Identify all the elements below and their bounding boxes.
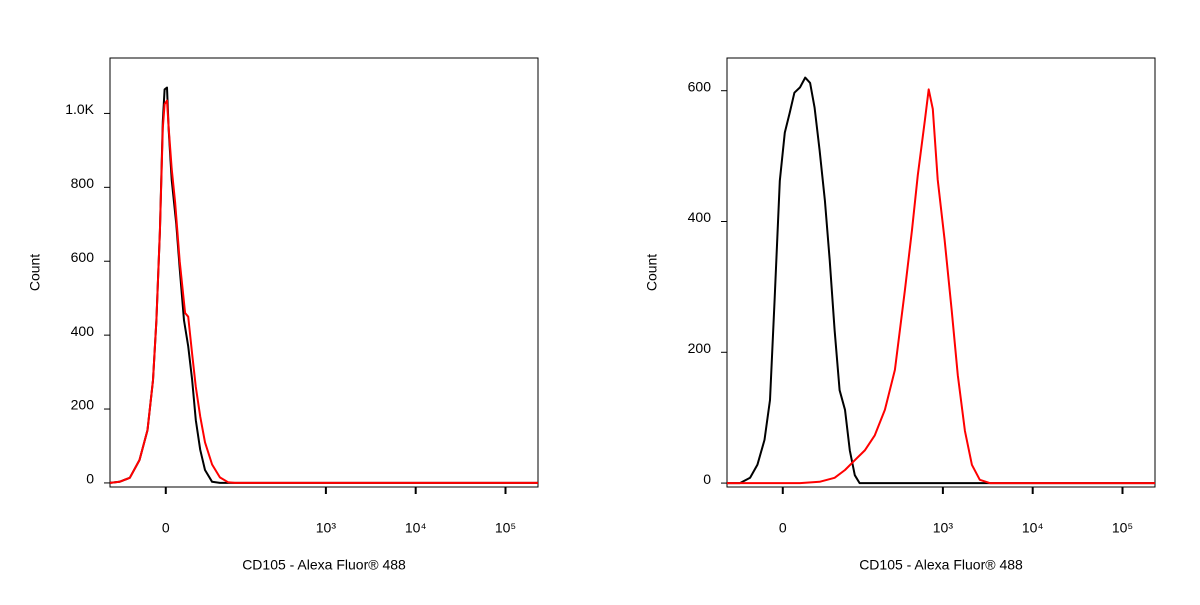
histogram-line xyxy=(109,99,538,484)
y-tick-label: 600 xyxy=(71,249,95,265)
histogram-line xyxy=(727,76,1155,485)
panel: 0 200 400 600 0 10³ 10⁴ 10⁵ Count CD105 - Alexa F… xyxy=(644,57,1156,573)
x-tick-label: 10⁵ xyxy=(1112,520,1133,536)
x-tick-label: 0 xyxy=(779,520,787,536)
y-tick-label: 400 xyxy=(71,323,95,339)
y-tick-label: 600 xyxy=(688,78,712,94)
x-tick-label: 10³ xyxy=(316,520,337,536)
y-tick-label: 0 xyxy=(703,471,711,487)
x-tick-label: 10⁴ xyxy=(1022,520,1044,536)
x-axis-label: CD105 - Alexa Fluor® 488 xyxy=(859,557,1023,573)
plot-frame xyxy=(726,57,1156,488)
y-axis-label: Count xyxy=(644,254,660,291)
x-tick-label: 10⁵ xyxy=(495,520,516,536)
histogram-line xyxy=(727,88,1155,485)
y-tick-label: 200 xyxy=(688,340,712,356)
panel: 0 200 400 600 800 1.0K 0 10³ 10⁴ 10⁵ Count CD105 - … xyxy=(27,57,539,573)
y-tick-label: 400 xyxy=(688,209,712,225)
y-tick-label: 200 xyxy=(71,397,95,413)
y-tick-label: 1.0K xyxy=(65,101,94,117)
histogram-line xyxy=(109,86,538,484)
y-axis-label: Count xyxy=(27,254,43,291)
x-tick-label: 0 xyxy=(162,520,170,536)
y-tick-label: 800 xyxy=(71,175,95,191)
y-tick-label: 0 xyxy=(86,471,94,487)
x-axis-label: CD105 - Alexa Fluor® 488 xyxy=(242,557,406,573)
x-tick-label: 10³ xyxy=(933,520,954,536)
plot-frame xyxy=(109,57,539,488)
x-tick-label: 10⁴ xyxy=(405,520,427,536)
